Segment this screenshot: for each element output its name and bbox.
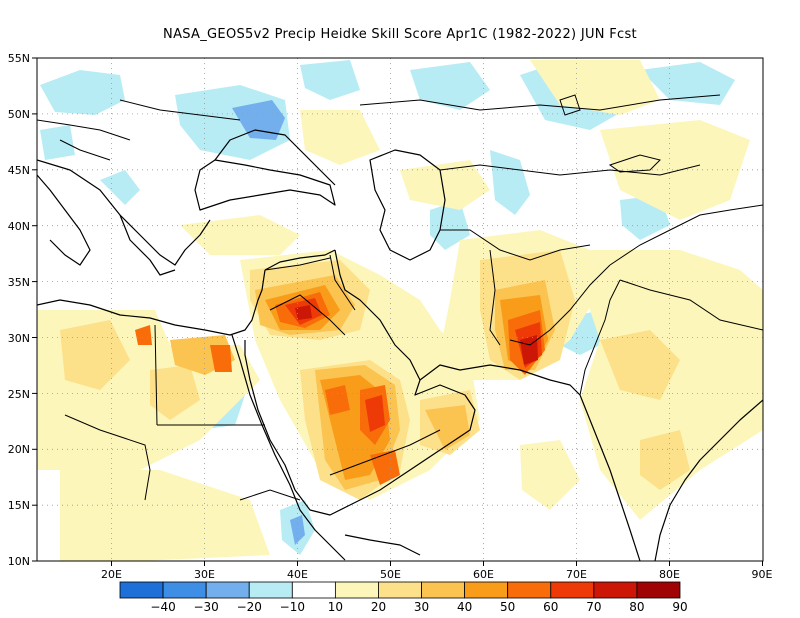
skill-patch	[210, 345, 232, 372]
skill-patch	[300, 60, 360, 100]
colorbar-label: −10	[280, 600, 305, 614]
lon-tick-label: 60E	[473, 568, 494, 581]
skill-patch	[290, 515, 305, 545]
skill-patch	[100, 170, 140, 205]
colorbar: −40 −30 −20 −10 10 20 30 40 50 60 70 80 90	[119, 581, 688, 614]
colorbar-swatch	[119, 581, 164, 599]
colorbar-swatch	[464, 581, 509, 599]
skill-patch	[300, 110, 380, 165]
map-title: NASA_GEOS5v2 Precip Heidke Skill Score A…	[163, 27, 637, 42]
lat-tick-label: 20N	[8, 443, 30, 456]
colorbar-swatch	[507, 581, 552, 599]
skill-patch	[365, 395, 385, 432]
colorbar-label: 40	[457, 600, 472, 614]
colorbar-swatch	[378, 581, 422, 599]
lon-tick-labels: 20E 30E 40E 50E 60E 70E 80E 90E	[101, 568, 772, 581]
colorbar-label: −20	[237, 600, 262, 614]
colorbar-label: 60	[543, 600, 558, 614]
lat-tick-label: 10N	[8, 555, 30, 568]
colorbar-swatch	[636, 581, 681, 599]
colorbar-swatch	[593, 581, 638, 599]
skill-patch	[232, 100, 285, 140]
skill-patch	[430, 200, 470, 250]
colorbar-swatch	[291, 581, 336, 599]
skill-patch	[135, 325, 152, 345]
lon-tick-label: 20E	[101, 568, 122, 581]
lat-tick-labels: 55N 50N 45N 40N 35N 30N 25N 20N 15N 10N	[8, 52, 30, 568]
skill-patch	[40, 125, 75, 160]
lon-tick-label: 80E	[659, 568, 680, 581]
skill-patch	[530, 60, 660, 115]
colorbar-label: 50	[500, 600, 515, 614]
colorbar-label: −30	[193, 600, 218, 614]
positive-skill-patches	[37, 60, 763, 561]
lon-tick-label: 30E	[194, 568, 215, 581]
colorbar-label: 90	[672, 600, 687, 614]
lon-tick-label: 50E	[380, 568, 401, 581]
skill-patch	[295, 305, 312, 320]
lat-tick-label: 45N	[8, 164, 30, 177]
lon-tick-label: 40E	[287, 568, 308, 581]
skill-patch	[325, 385, 350, 415]
lat-tick-label: 50N	[8, 108, 30, 121]
lon-tick-label: 70E	[566, 568, 587, 581]
colorbar-label: 10	[328, 600, 343, 614]
skill-patch	[490, 150, 530, 215]
lat-tick-label: 40N	[8, 220, 30, 233]
skill-field	[37, 58, 763, 561]
lat-tick-label: 35N	[8, 276, 30, 289]
skill-patch	[640, 62, 735, 105]
skill-patch	[60, 470, 270, 561]
skill-patch	[640, 430, 690, 490]
skill-patch	[520, 440, 580, 510]
lat-tick-label: 55N	[8, 52, 30, 65]
colorbar-swatch	[334, 581, 379, 599]
colorbar-swatch	[550, 581, 595, 599]
colorbar-label: 80	[629, 600, 644, 614]
colorbar-label: −40	[150, 600, 175, 614]
grid-lines	[37, 58, 763, 561]
coastlines	[37, 129, 763, 561]
skill-patch	[600, 120, 750, 220]
skill-patch	[400, 160, 490, 210]
skill-patch	[600, 330, 680, 400]
lat-tick-label: 15N	[8, 499, 30, 512]
country-borders	[37, 94, 763, 501]
skill-patch	[150, 365, 200, 420]
colorbar-label: 30	[414, 600, 429, 614]
skill-patch	[410, 62, 490, 110]
skill-patch	[40, 70, 125, 115]
lat-tick-label: 30N	[8, 332, 30, 345]
skill-patch	[425, 405, 470, 450]
colorbar-swatch	[162, 581, 207, 599]
plot-frame	[36, 57, 764, 562]
colorbar-swatch	[205, 581, 250, 599]
colorbar-label: 20	[371, 600, 386, 614]
lon-tick-label: 90E	[752, 568, 773, 581]
axis-ticks	[32, 57, 763, 566]
skill-patch	[370, 450, 400, 485]
skill-patch	[180, 215, 300, 255]
colorbar-swatch	[248, 581, 293, 599]
colorbar-swatch	[421, 581, 466, 599]
lat-tick-label: 25N	[8, 388, 30, 401]
colorbar-label: 70	[586, 600, 601, 614]
